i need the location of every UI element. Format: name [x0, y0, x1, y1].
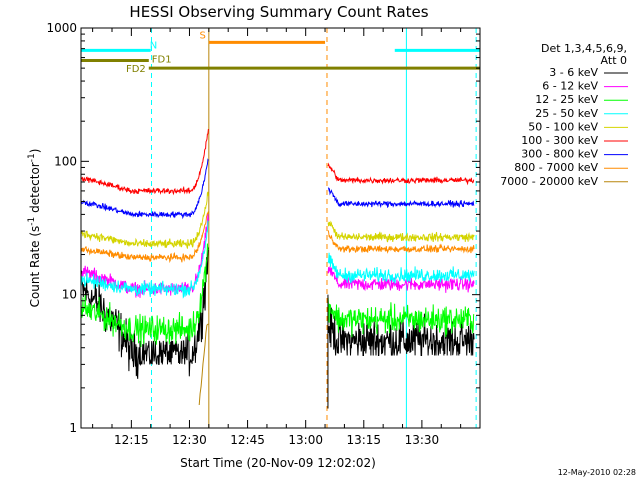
series-line	[80, 247, 209, 379]
x-tick-label: 13:30	[405, 433, 440, 447]
legend-label: 50 - 100 keV	[528, 120, 598, 133]
flag-bars: N S FD1 FD2	[81, 30, 480, 75]
y-tick-label: 1000	[46, 21, 77, 35]
legend-label: 7000 - 20000 keV	[500, 175, 598, 188]
chart-title: HESSI Observing Summary Count Rates	[129, 3, 428, 21]
legend-label: 300 - 800 keV	[521, 148, 598, 161]
series-line	[327, 162, 475, 186]
legend-header-line2: Att 0	[601, 54, 627, 67]
series-lines	[80, 128, 475, 409]
x-tick-label: 12:45	[230, 433, 265, 447]
series-line	[327, 252, 475, 284]
series-line	[80, 211, 209, 264]
x-tick-label: 13:15	[346, 433, 381, 447]
legend-label: 3 - 6 keV	[549, 66, 598, 79]
plot-frame	[80, 27, 481, 429]
y-axis-ticks: 1 10 100 1000	[46, 21, 480, 435]
series-line	[327, 230, 475, 254]
series-line	[80, 243, 209, 348]
y-tick-label: 10	[62, 288, 77, 302]
series-line	[198, 323, 209, 406]
series-line	[80, 220, 209, 299]
flag-label-fd1: FD1	[152, 55, 172, 66]
legend-header-line1: Det 1,3,4,5,6,9,	[541, 42, 627, 55]
legend-label: 100 - 300 keV	[521, 134, 598, 147]
flag-label-fd2: FD2	[126, 64, 146, 75]
series-line	[80, 128, 209, 196]
y-tick-label: 100	[54, 154, 77, 168]
x-axis-label: Start Time (20-Nov-09 12:02:02)	[180, 456, 376, 470]
x-axis-ticks: 12:15 12:30 12:45 13:00 13:15 13:30	[92, 28, 462, 447]
series-line	[327, 307, 475, 356]
series-line	[327, 187, 475, 209]
legend-label: 25 - 50 keV	[535, 107, 598, 120]
legend-label: 800 - 7000 keV	[514, 161, 598, 174]
x-tick-label: 13:00	[288, 433, 323, 447]
legend-label: 6 - 12 keV	[542, 80, 598, 93]
x-tick-label: 12:30	[172, 433, 207, 447]
flag-label-s: S	[199, 30, 205, 41]
y-axis-label: Count Rate (s-1 detector-1)	[27, 149, 42, 308]
series-line	[327, 220, 475, 243]
flag-label-n: N	[150, 40, 157, 51]
series-line	[80, 158, 209, 220]
series-line	[327, 297, 475, 338]
x-tick-label: 12:15	[114, 433, 149, 447]
legend-label: 12 - 25 keV	[535, 93, 598, 106]
series-line	[80, 191, 209, 249]
footer-timestamp: 12-May-2010 02:28	[558, 468, 636, 477]
y-tick-label: 1	[69, 421, 77, 435]
